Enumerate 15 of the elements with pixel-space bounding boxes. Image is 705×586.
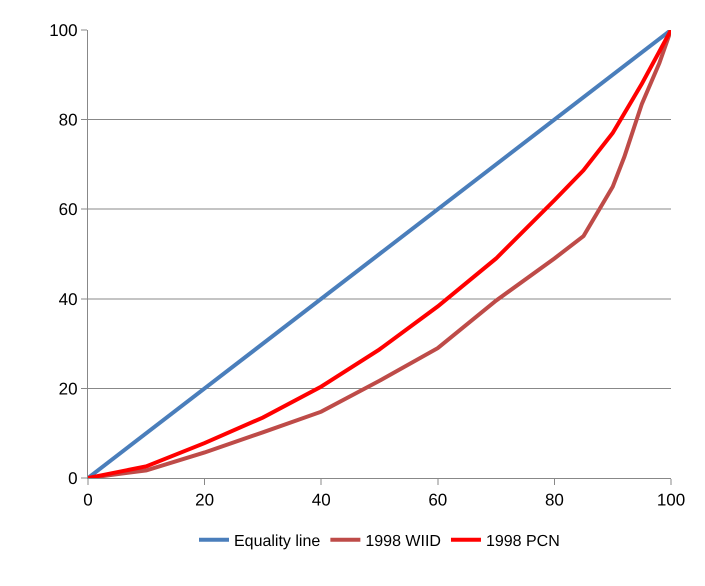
y-tick-label: 60: [58, 200, 78, 220]
legend-label: Equality line: [234, 532, 320, 550]
x-tick-label: 60: [428, 490, 448, 510]
x-tick-label: 20: [195, 490, 214, 510]
legend-label: 1998 PCN: [486, 532, 560, 550]
y-tick-label: 100: [49, 20, 78, 40]
x-tick-label: 0: [83, 490, 93, 510]
y-tick-label: 20: [58, 379, 78, 398]
x-tick-label: 100: [656, 490, 686, 510]
y-tick-label: 40: [58, 290, 78, 309]
y-tick-label: 0: [68, 468, 78, 488]
x-tick-label: 40: [312, 490, 331, 510]
y-tick-label: 80: [58, 110, 78, 130]
x-tick-label: 80: [544, 490, 564, 510]
legend-label: 1998 WIID: [365, 532, 441, 550]
